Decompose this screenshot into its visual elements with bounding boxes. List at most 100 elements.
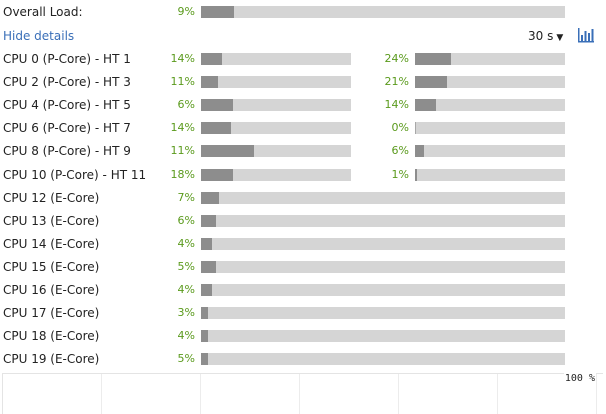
cpu-label: CPU 14 (E-Core) (3, 236, 100, 251)
cpu-percent: 18% (170, 167, 195, 181)
cpu-label: CPU 10 (P-Core) - HT 11 (3, 167, 147, 182)
cpu-row: CPU 0 (P-Core) - HT 1 14% 24% (0, 48, 606, 71)
cpu-row: CPU 17 (E-Core) 3% (0, 302, 606, 325)
ht-load-bar (415, 168, 565, 181)
cpu-percent: 4% (177, 329, 195, 343)
interval-select[interactable]: 30 s ▼ (528, 29, 563, 43)
cpu-percent: 11% (170, 75, 195, 89)
ht-load-bar-fill (415, 99, 436, 112)
bar-chart-icon[interactable] (577, 27, 595, 43)
hide-details-link[interactable]: Hide details (3, 29, 75, 43)
cpu-row: CPU 12 (E-Core) 7% (0, 187, 606, 210)
chevron-down-icon: ▼ (556, 33, 564, 43)
ht-load-bar (415, 53, 565, 65)
cpu-row: CPU 13 (E-Core) 6% (0, 210, 606, 233)
cpu-label: CPU 13 (E-Core) (3, 213, 100, 228)
cpu-percent: 5% (177, 259, 195, 273)
cpu-row: CPU 10 (P-Core) - HT 11 18% 1% (0, 164, 606, 187)
cpu-percent: 14% (170, 121, 195, 135)
cpu-percent: 7% (177, 190, 195, 204)
cpu-percent: 3% (177, 306, 195, 320)
cpu-load-bar (201, 99, 351, 112)
cpu-label: CPU 0 (P-Core) - HT 1 (3, 52, 131, 66)
cpu-load-bar-fill (201, 53, 222, 65)
cpu-row: CPU 15 (E-Core) 5% (0, 256, 606, 279)
cpu-row: CPU 4 (P-Core) - HT 5 6% 14% (0, 94, 606, 117)
cpu-label: CPU 16 (E-Core) (3, 283, 100, 297)
cpu-label: CPU 18 (E-Core) (3, 329, 100, 344)
load-history-graph (2, 373, 603, 414)
ht-percent: 21% (384, 75, 409, 89)
cpu-load-bar (201, 260, 565, 273)
overall-load-row: Overall Load: 9% (0, 1, 606, 24)
cpu-load-bar (201, 76, 351, 89)
cpu-row: CPU 16 (E-Core) 4% (0, 279, 606, 302)
cpu-load-bar-fill (201, 191, 220, 204)
cpu-load-bar (201, 353, 565, 366)
cpu-row: CPU 14 (E-Core) 4% (0, 233, 606, 256)
ht-load-bar (415, 122, 565, 135)
cpu-load-bar-fill (201, 237, 212, 250)
ht-percent: 0% (391, 121, 409, 135)
cpu-load-bar-fill (201, 168, 233, 181)
cpu-load-bar-fill (201, 145, 254, 158)
cpu-load-bar-fill (201, 260, 216, 273)
cpu-load-bar (201, 168, 351, 181)
cpu-label: CPU 19 (E-Core) (3, 352, 100, 367)
cpu-percent: 6% (177, 213, 195, 227)
cpu-percent: 5% (177, 352, 195, 366)
cpu-load-bar-fill (201, 76, 218, 89)
ht-load-bar-fill (415, 168, 417, 181)
cpu-row: CPU 19 (E-Core) 5% (0, 348, 606, 371)
ht-percent: 1% (391, 167, 409, 181)
cpu-load-bar (201, 145, 351, 158)
cpu-label: CPU 17 (E-Core) (3, 306, 100, 321)
cpu-load-bar-fill (201, 330, 209, 343)
ht-load-bar-fill (415, 145, 424, 158)
cpu-load-bar-fill (201, 214, 216, 227)
cpu-load-bar (201, 237, 565, 250)
ht-percent: 14% (384, 98, 409, 112)
cpu-load-bar-fill (201, 284, 212, 296)
overall-load-percent: 9% (177, 5, 195, 18)
ht-percent: 6% (391, 144, 409, 158)
cpu-label: CPU 12 (E-Core) (3, 190, 100, 205)
cpu-percent: 6% (177, 98, 195, 112)
cpu-load-bar (201, 191, 565, 204)
cpu-label: CPU 4 (P-Core) - HT 5 (3, 98, 131, 113)
cpu-load-bar (201, 214, 565, 227)
cpu-label: CPU 2 (P-Core) - HT 3 (3, 75, 131, 90)
cpu-load-bar (201, 284, 565, 296)
cpu-load-bar-fill (201, 307, 209, 320)
cpu-label: CPU 8 (P-Core) - HT 9 (3, 144, 131, 159)
cpu-row: CPU 2 (P-Core) - HT 3 11% 21% (0, 71, 606, 94)
graph-max-label: 100 % (563, 373, 596, 384)
cpu-load-bar-fill (201, 99, 233, 112)
cpu-load-bar-fill (201, 122, 231, 135)
cpu-load-bar-fill (201, 353, 209, 366)
cpu-load-bar (201, 330, 565, 343)
cpu-row: CPU 18 (E-Core) 4% (0, 325, 606, 348)
cpu-percent: 4% (177, 236, 195, 250)
overall-load-label: Overall Load: (3, 5, 83, 19)
ht-load-bar (415, 145, 565, 158)
ht-load-bar-fill (415, 53, 451, 65)
cpu-row: CPU 6 (P-Core) - HT 7 14% 0% (0, 117, 606, 140)
ht-load-bar (415, 99, 565, 112)
cpu-load-bar (201, 122, 351, 135)
cpu-load-bar (201, 307, 565, 320)
overall-load-bar-fill (201, 6, 234, 18)
cpu-label: CPU 15 (E-Core) (3, 259, 100, 274)
cpu-row: CPU 8 (P-Core) - HT 9 11% 6% (0, 140, 606, 163)
cpu-percent: 14% (170, 52, 195, 65)
ht-load-bar-fill (415, 76, 447, 89)
cpu-label: CPU 6 (P-Core) - HT 7 (3, 121, 131, 136)
interval-value: 30 s (528, 29, 554, 43)
ht-percent: 24% (384, 52, 409, 65)
ht-load-bar (415, 76, 565, 89)
overall-load-bar (201, 6, 565, 18)
cpu-percent: 11% (170, 144, 195, 158)
cpu-load-bar (201, 53, 351, 65)
ht-load-bar-fill (415, 122, 416, 135)
cpu-percent: 4% (177, 283, 195, 296)
